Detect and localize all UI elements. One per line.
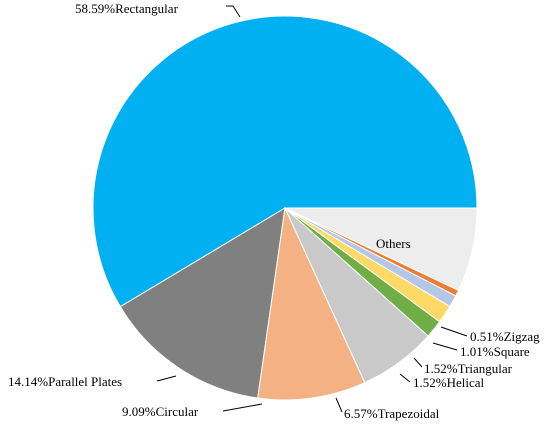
leader-line bbox=[440, 326, 468, 337]
slice-label: 58.59%Rectangular bbox=[75, 1, 179, 16]
slice-label: 6.57%Trapezoidal bbox=[344, 406, 440, 421]
pie-slice bbox=[92, 15, 478, 308]
value-label: 1.01% bbox=[460, 344, 494, 359]
leader-line bbox=[156, 375, 177, 382]
slices bbox=[92, 15, 478, 401]
leader-line bbox=[335, 397, 343, 413]
value-label: 1.52% bbox=[413, 375, 447, 390]
slice-label: 1.52%Triangular bbox=[424, 361, 513, 376]
category-label: Others bbox=[376, 236, 411, 251]
slice-label: 1.52%Helical bbox=[413, 375, 485, 390]
value-label: 0.51% bbox=[470, 329, 504, 344]
category-label: Square bbox=[494, 344, 530, 359]
slice-label: 9.09%Circular bbox=[122, 404, 199, 419]
category-label: Trapezoidal bbox=[378, 406, 440, 421]
value-label: 1.52% bbox=[424, 361, 458, 376]
leader-lines bbox=[156, 5, 468, 413]
category-label: Zigzag bbox=[504, 329, 541, 344]
pie-slice bbox=[119, 207, 286, 399]
value-label: 9.09% bbox=[122, 404, 156, 419]
slice-label: 14.14%Parallel Plates bbox=[8, 374, 122, 389]
slice-label: Others bbox=[376, 236, 411, 251]
value-label: 58.59% bbox=[75, 1, 115, 16]
pie-slice bbox=[257, 206, 366, 401]
pie-slice bbox=[284, 207, 478, 291]
leader-line bbox=[222, 403, 263, 412]
category-label: Rectangular bbox=[115, 1, 178, 16]
category-label: Helical bbox=[447, 375, 485, 390]
category-label: Circular bbox=[156, 404, 199, 419]
leader-line bbox=[413, 357, 423, 368]
slice-label: 0.51%Zigzag bbox=[470, 329, 540, 344]
value-label: 6.57% bbox=[344, 406, 378, 421]
slice-label: 1.01%Square bbox=[460, 344, 530, 359]
category-label: Triangular bbox=[458, 361, 513, 376]
category-label: Parallel Plates bbox=[48, 374, 122, 389]
leader-line bbox=[432, 342, 458, 351]
value-label: 14.14% bbox=[8, 374, 48, 389]
leader-line bbox=[226, 5, 241, 18]
leader-line bbox=[399, 373, 411, 383]
